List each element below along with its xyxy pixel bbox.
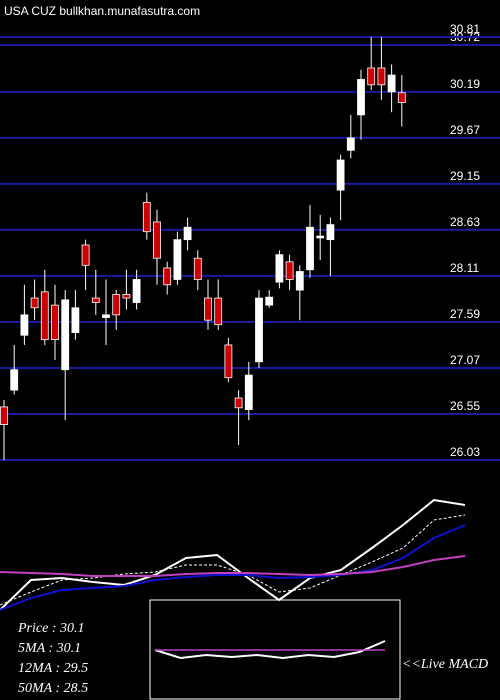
candle-body xyxy=(387,74,396,93)
candle-body xyxy=(275,254,284,283)
candle-body xyxy=(193,257,202,280)
candle-body xyxy=(204,297,212,321)
chart-title: USA CUZ bullkhan.munafasutra.com xyxy=(4,4,200,18)
candle-body xyxy=(285,261,294,280)
candle-body xyxy=(244,374,253,410)
y-tick-label: 28.63 xyxy=(450,215,480,229)
indicator-line xyxy=(0,524,466,611)
candle-body xyxy=(377,67,386,86)
candle-body xyxy=(255,297,263,363)
candle-body xyxy=(20,314,29,336)
candle-body xyxy=(265,296,274,306)
candle-body xyxy=(102,314,110,318)
macd-box xyxy=(149,599,401,700)
legend-entry: Price : 30.1 xyxy=(17,621,84,636)
candle-body xyxy=(10,369,19,391)
legend-entry: 12MA : 29.5 xyxy=(18,661,88,676)
y-tick-label: 30.81 xyxy=(450,22,480,36)
candle-body xyxy=(81,244,90,266)
legend-entry: 5MA : 30.1 xyxy=(18,641,81,656)
candle-body xyxy=(295,271,304,291)
candle-body xyxy=(71,307,80,333)
y-tick-label: 27.59 xyxy=(450,307,480,321)
candle-body xyxy=(183,226,192,241)
y-tick-label: 28.11 xyxy=(450,261,479,275)
candle-body xyxy=(40,291,49,341)
candle-body xyxy=(163,267,172,286)
candle-body xyxy=(153,221,161,259)
y-tick-label: 30.19 xyxy=(450,77,480,91)
candle-body xyxy=(61,299,70,371)
y-tick-label: 29.15 xyxy=(450,169,480,183)
candle-body xyxy=(336,159,345,191)
indicator-line xyxy=(0,514,466,606)
candle-body xyxy=(397,92,406,103)
y-tick-label: 26.03 xyxy=(450,445,480,459)
candle-body xyxy=(326,224,335,241)
candle-body xyxy=(357,79,365,116)
candle-body xyxy=(346,137,355,151)
candle-body xyxy=(91,297,100,303)
candle-body xyxy=(367,67,376,86)
legend-entry: 50MA : 28.5 xyxy=(18,681,88,696)
y-tick-label: 29.67 xyxy=(450,123,480,137)
candle-body xyxy=(51,304,59,341)
candle-body xyxy=(30,297,39,309)
candle-body xyxy=(316,235,325,239)
candle-body xyxy=(112,294,121,316)
macd-line xyxy=(154,640,386,660)
indicator-line xyxy=(0,555,466,577)
y-tick-label: 26.55 xyxy=(450,399,480,413)
candle-body xyxy=(0,406,8,426)
candle-body xyxy=(173,239,182,280)
candle-body xyxy=(142,202,151,233)
candle-body xyxy=(224,344,233,379)
y-tick-label: 27.07 xyxy=(450,353,480,367)
candle-body xyxy=(122,294,131,299)
candle-body xyxy=(306,226,314,271)
candle-body xyxy=(234,397,243,409)
candle-body xyxy=(214,297,223,326)
indicator-line xyxy=(0,498,466,611)
macd-label: <<Live MACD xyxy=(402,657,488,672)
candle-body xyxy=(132,279,141,303)
